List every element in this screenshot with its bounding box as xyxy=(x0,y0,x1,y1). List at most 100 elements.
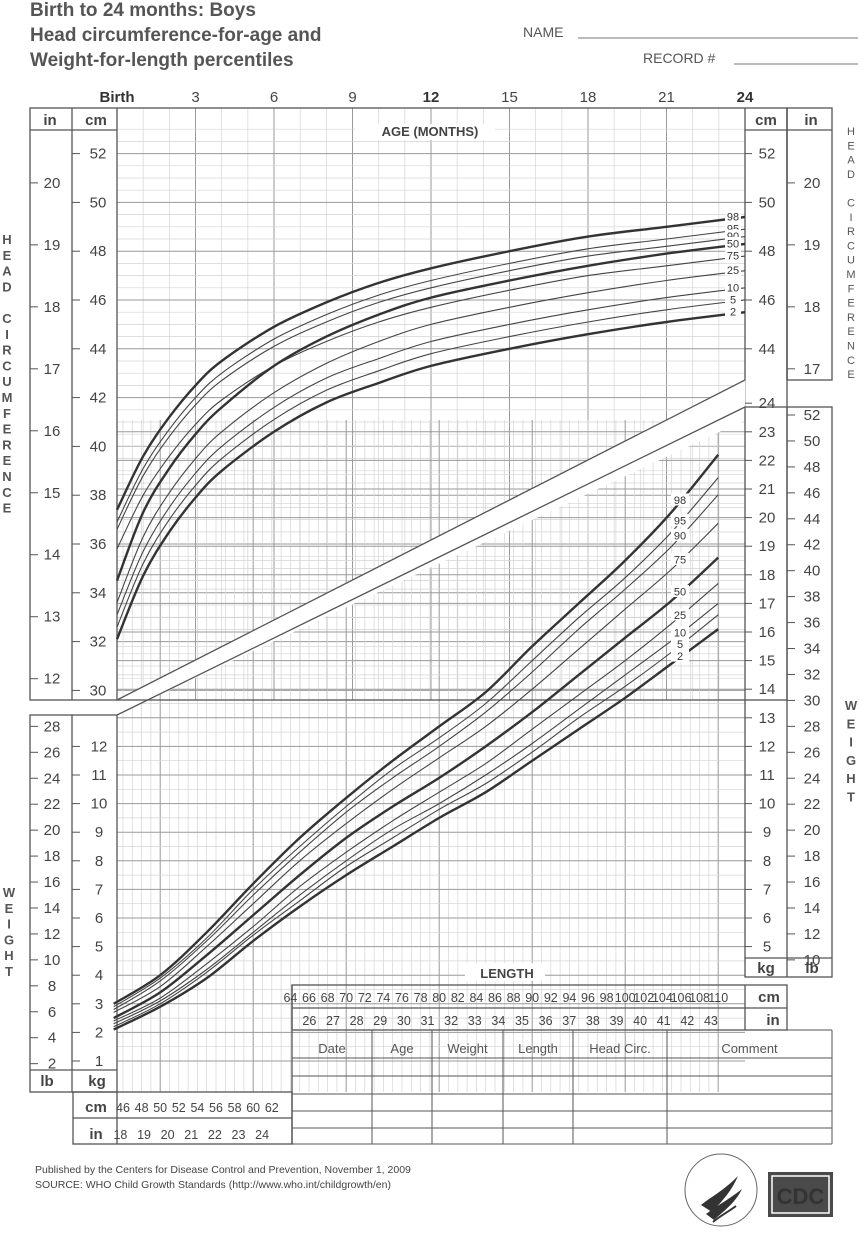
lb-tick-label-right: 26 xyxy=(804,744,821,761)
hc-in-tick-label: 16 xyxy=(44,423,61,440)
tick-labels: Birth 3 6 9 12 15 18 21 245250484644424038363432… xyxy=(30,89,820,1142)
svg-text:T: T xyxy=(5,964,13,979)
weight-chart-top-edge xyxy=(116,406,746,716)
hc-in-tick-label: 13 xyxy=(44,609,61,626)
lb-tick-label-left: 12 xyxy=(44,926,61,943)
kg-tick-label-right: 12 xyxy=(759,738,776,755)
lb-tick-label-left: 6 xyxy=(48,1004,56,1021)
kg-tick-label-right: 23 xyxy=(759,424,776,441)
age-tick-label: 6 xyxy=(270,89,278,106)
lb-tick-label-right: 20 xyxy=(804,822,821,839)
svg-text:C: C xyxy=(2,485,12,500)
length-cm-tick-label: 102 xyxy=(633,991,654,1005)
hc-cm-tick-label: 50 xyxy=(90,194,107,211)
length-in-tick-label: 41 xyxy=(657,1014,671,1028)
svg-text:H: H xyxy=(847,126,855,138)
length-in-tick-label: 38 xyxy=(586,1014,600,1028)
hc-percentile-25-line xyxy=(116,270,746,603)
hc-cm-tick-label-right: 46 xyxy=(759,292,776,309)
head-cm-label-left: cm xyxy=(85,112,107,129)
age-tick-label: 3 xyxy=(191,89,199,106)
kg-tick-label-left: 6 xyxy=(95,910,103,927)
kg-tick-label-right: 22 xyxy=(759,452,776,469)
head-chart-bottom-edge xyxy=(116,379,746,701)
hhs-seal-logo xyxy=(684,1153,758,1227)
svg-text:A: A xyxy=(2,264,12,279)
wl-percentile-90-line xyxy=(113,494,719,1010)
length-in-tick-label: 39 xyxy=(610,1014,624,1028)
length-cm-tick-label: 54 xyxy=(190,1101,204,1115)
svg-text:I: I xyxy=(7,917,11,932)
wl-percentile-75-line xyxy=(113,522,719,1013)
hc-cm-tick-label-right: 44 xyxy=(759,341,776,358)
age-axis-label: AGE (MONTHS) xyxy=(382,124,479,139)
length-cm-tick-label: 70 xyxy=(339,991,353,1005)
diagonal-band xyxy=(117,380,745,715)
kg-tick-label-right: 19 xyxy=(759,538,776,555)
length-in-tick-label: 31 xyxy=(421,1014,435,1028)
side-labels: HEADCIRCUMFERENCEHEADCIRCUMFERENCEWEIGHT… xyxy=(2,126,858,979)
length-in-tick-label: 22 xyxy=(208,1128,222,1142)
lb-tick-label-right: 42 xyxy=(804,537,821,554)
length-cm-tick-label: 76 xyxy=(395,991,409,1005)
head-chart-frame xyxy=(29,107,788,701)
length-cm-tick-label: 78 xyxy=(414,991,428,1005)
svg-text:T: T xyxy=(847,790,855,805)
wl-percentile-label: 75 xyxy=(674,554,686,566)
length-in-tick-label: 19 xyxy=(137,1128,151,1142)
length-cm-tick-label: 56 xyxy=(209,1101,223,1115)
lb-tick-label-right: 30 xyxy=(804,692,821,709)
lb-tick-label-left: 8 xyxy=(48,978,56,995)
length-cm-tick-label: 106 xyxy=(671,991,692,1005)
lb-tick-label-right: 52 xyxy=(804,407,821,424)
record-label: RECORD # xyxy=(643,50,716,66)
lb-tick-label-right: 32 xyxy=(804,666,821,683)
wl-percentile-5-line xyxy=(113,614,719,1028)
svg-text:C: C xyxy=(847,198,855,210)
wl-percentile-label: 95 xyxy=(674,516,686,528)
wl-percentile-label: 50 xyxy=(674,586,686,598)
length-cm-tick-label: 72 xyxy=(358,991,372,1005)
hc-in-tick-label: 18 xyxy=(44,299,61,316)
age-tick-label: 9 xyxy=(348,89,356,106)
age-tick-label: 18 xyxy=(580,89,597,106)
hc-cm-tick-label: 40 xyxy=(90,438,107,455)
hc-in-tick-label-right: 17 xyxy=(804,361,821,378)
length-cm-tick-label: 98 xyxy=(600,991,614,1005)
hc-cm-tick-label: 46 xyxy=(90,292,107,309)
hc-cm-tick-label: 38 xyxy=(90,487,107,504)
kg-tick-label-left: 12 xyxy=(91,738,108,755)
length-in-tick-label: 18 xyxy=(113,1128,127,1142)
length-in-tick-label: 29 xyxy=(373,1014,387,1028)
length-in-tick-label: 21 xyxy=(184,1128,198,1142)
table-header-cell: Weight xyxy=(447,1041,488,1056)
kg-tick-label-right: 14 xyxy=(759,681,776,698)
length-cm-tick-label: 52 xyxy=(172,1101,186,1115)
record-table[interactable]: Date Age Weight Length Head Circ. Comment xyxy=(291,1029,833,1145)
kg-tick-label-right: 7 xyxy=(763,881,771,898)
weight-lb-label-left: lb xyxy=(40,1073,53,1090)
table-header-cell: Age xyxy=(390,1041,413,1056)
length-cm-tick-label: 64 xyxy=(283,991,297,1005)
svg-text:I: I xyxy=(849,212,852,224)
svg-text:H: H xyxy=(846,771,855,786)
lb-tick-label-left: 14 xyxy=(44,900,61,917)
length-in-tick-label: 32 xyxy=(444,1014,458,1028)
length-cm-tick-label: 62 xyxy=(265,1101,279,1115)
svg-text:E: E xyxy=(847,140,854,152)
length-cm-tick-label: 94 xyxy=(562,991,576,1005)
hc-cm-tick-label: 30 xyxy=(90,682,107,699)
svg-text:R: R xyxy=(2,437,12,452)
lb-tick-label-left: 20 xyxy=(44,822,61,839)
kg-tick-label-right: 10 xyxy=(759,796,776,813)
kg-tick-label-right: 5 xyxy=(763,939,771,956)
lb-tick-label-right: 18 xyxy=(804,848,821,865)
weight-kg-label-right: kg xyxy=(757,960,775,977)
length-in-label-right: in xyxy=(766,1012,779,1029)
hc-percentile-label: 2 xyxy=(730,307,736,319)
svg-text:F: F xyxy=(3,406,11,421)
footer-published: Published by the Centers for Disease Con… xyxy=(35,1164,411,1176)
hc-percentile-95-line xyxy=(116,228,746,523)
hc-in-tick-label-right: 19 xyxy=(804,237,821,254)
